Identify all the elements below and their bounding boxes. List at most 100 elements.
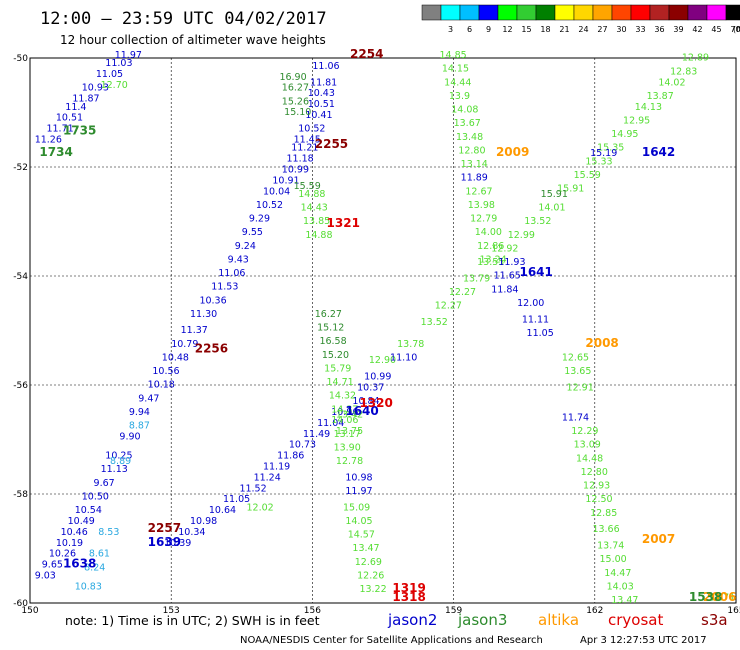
pass-number-label: 2007 (642, 532, 675, 546)
wave-height-value: 14.13 (635, 102, 662, 113)
wave-height-value: 9.24 (235, 241, 256, 252)
wave-height-value: 14.08 (451, 105, 478, 116)
wave-height-value: 14.88 (298, 189, 325, 200)
wave-height-value: 11.06 (218, 268, 245, 279)
wave-height-value: 12.00 (517, 298, 544, 309)
track-jason3: 16.9016.2715.2615.1015.5916.2715.1216.58… (279, 72, 349, 361)
pass-number-label: 1640 (345, 404, 378, 418)
track-jason3: 12.02 13.42 13.75 15.09 14.05 14.57 13.47 12.69… (247, 410, 387, 595)
track-jason3: 12.70 (101, 80, 128, 91)
wave-height-value: 12.69 (355, 557, 382, 568)
wave-height-value: 11.06 (312, 61, 339, 72)
wave-height-value: 12.70 (101, 80, 128, 91)
x-tick-label: 162 (586, 606, 603, 616)
wave-height-value: 13.87 (647, 91, 674, 102)
pass-number-label: 2006 (703, 590, 736, 604)
credit-line: NOAA/NESDIS Center for Satellite Applica… (240, 635, 543, 646)
wave-height-value: 14.01 (538, 203, 565, 214)
wave-height-value: 10.39 (164, 538, 191, 549)
wave-height-value: 14.05 (345, 516, 372, 527)
wave-height-value: 11.37 (181, 325, 208, 336)
wave-height-value: 15.00 (600, 554, 627, 565)
wave-height-value: 11.49 (303, 429, 330, 440)
pass-number-label: 2256 (195, 341, 228, 355)
scale-swatch (725, 4, 740, 21)
scale-level-label: 45 (711, 25, 721, 34)
pass-number-label: 1638 (63, 557, 96, 571)
wave-height-value: 12.65 (562, 352, 589, 363)
pass-number-label: 1642 (642, 145, 675, 159)
legend-jason3: jason3 (457, 611, 507, 629)
scale-swatch (497, 4, 518, 21)
pass-number-label: 2009 (496, 145, 529, 159)
wave-height-value: 12.93 (583, 481, 610, 492)
wave-height-value: 11.81 (310, 77, 337, 88)
pass-number-label: 1735 (63, 123, 96, 137)
pass-number-label: 1320 (359, 396, 392, 410)
wave-height-value: 13.71 (708, 592, 735, 603)
wave-height-value: 15.10 (284, 107, 311, 118)
wave-height-value: 10.54 (75, 505, 102, 516)
scale-swatch (478, 4, 499, 21)
wave-height-value: 15.91 (557, 184, 584, 195)
y-tick-label: -56 (13, 381, 28, 391)
wave-height-value: 14.15 (442, 64, 469, 75)
scale-swatch (440, 4, 461, 21)
wave-height-value: 13.24 (479, 254, 506, 265)
wave-height-value: 10.51 (308, 99, 335, 110)
wave-height-value: 14.47 (604, 568, 631, 579)
legend-jason2: jason2 (387, 611, 437, 629)
scale-swatch (592, 4, 613, 21)
track-jason2: 11.89 11.93 11.65 11.84 12.00 11.11 11.05 11.74… (390, 148, 617, 423)
wave-height-value: 11.11 (522, 314, 549, 325)
axis-tick-labels: 150 153 156 159 162 165 -50 -52 -54 -56 -58 -60 (13, 54, 740, 616)
wave-height-value: 13.22 (359, 584, 386, 595)
pass-number-label: 1641 (519, 265, 552, 279)
wave-height-value: 11.18 (287, 154, 314, 165)
wave-height-value: 12.27 (435, 301, 462, 312)
wave-height-value: 11.13 (101, 464, 128, 475)
wave-height-value: 11.52 (239, 483, 266, 494)
wave-height-value: 10.48 (162, 352, 189, 363)
scale-swatch (516, 4, 537, 21)
wave-height-value: 10.50 (82, 491, 109, 502)
wave-height-value: 10.52 (298, 124, 325, 135)
wave-height-value: 13.52 (421, 317, 448, 328)
wave-height-value: 11.71 (46, 124, 73, 135)
wave-height-value: 10.46 (61, 527, 88, 538)
wave-height-value: 10.34 (178, 527, 205, 538)
scale-swatch (649, 4, 670, 21)
scale-level-label: 27 (597, 25, 607, 34)
wave-height-value: 10.93 (82, 83, 109, 94)
y-tick-label: -58 (13, 490, 28, 500)
wave-height-value: 9.03 (35, 570, 56, 581)
wave-height-value: 15.19 (590, 148, 617, 159)
wave-height-value: 11.21 (291, 143, 318, 154)
scale-level-label: 3 (448, 25, 453, 34)
scale-swatch (706, 4, 727, 21)
wave-height-value: 11.84 (491, 284, 518, 295)
scale-level-label: 70 (730, 25, 740, 34)
scale-level-label: 42 (692, 25, 702, 34)
pass-number-label: 1639 (148, 535, 181, 549)
y-tick-label: -60 (13, 599, 28, 609)
wave-height-value: 11.04 (317, 418, 344, 429)
wave-height-value: 9.29 (249, 214, 270, 225)
wave-height-value: 13.98 (468, 200, 495, 211)
pass-number-label: 2254 (350, 47, 383, 61)
x-tick-label: 153 (163, 606, 180, 616)
scale-level-label: 21 (559, 25, 569, 34)
wave-height-value: 13.90 (334, 442, 361, 453)
wave-height-value: 14.85 (439, 50, 466, 61)
wave-height-value: 13.47 (352, 543, 379, 554)
pass-number-label: 1321 (327, 216, 360, 230)
wave-height-value: 11.74 (562, 412, 589, 423)
wave-height-value: 11.05 (223, 494, 250, 505)
wave-height-value: 14.57 (348, 530, 375, 541)
wave-height-value: 9.43 (228, 254, 249, 265)
satellite-legend: jason2 jason3 altika cryosat s3a (387, 611, 728, 629)
wave-height-value: 13.42 (336, 410, 363, 421)
wave-height-value: 9.65 (42, 560, 63, 571)
scale-swatch (535, 4, 556, 21)
